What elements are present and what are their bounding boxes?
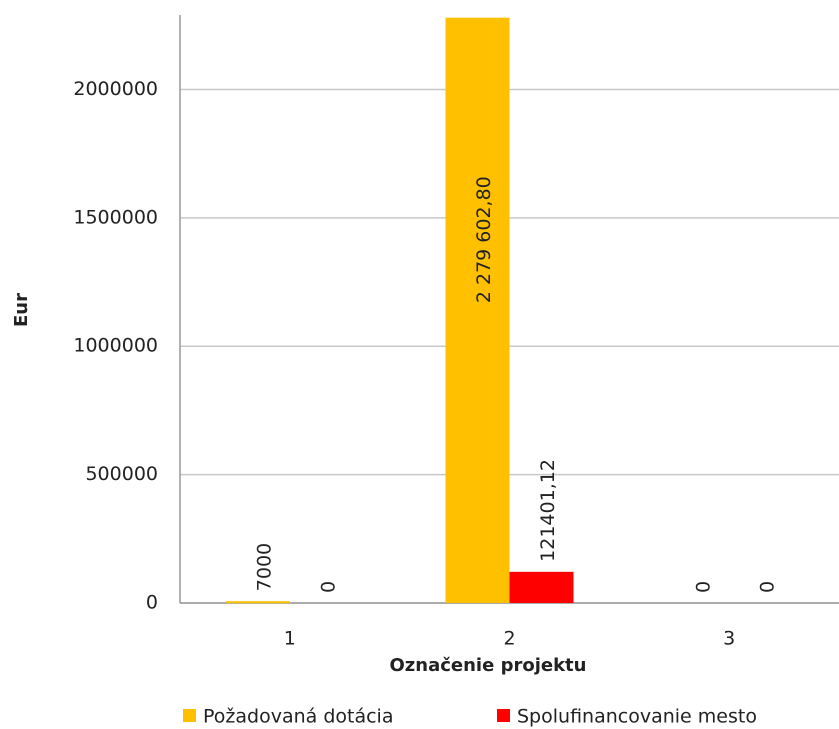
value-label: 2 279 602,80 [473, 176, 495, 303]
x-tick-label: 2 [503, 628, 515, 650]
bar [445, 17, 510, 603]
y-tick-label: 500000 [85, 463, 158, 485]
legend-label: Požadovaná dotácia [203, 706, 393, 728]
y-axis-title: Eur [11, 293, 32, 327]
bar [509, 571, 574, 603]
value-label: 7000 [253, 543, 275, 591]
value-label: 0 [693, 581, 715, 593]
legend-label: Spolufinancovanie mesto [517, 706, 757, 728]
y-tick-label: 2000000 [73, 78, 158, 100]
value-label: 121401,12 [537, 459, 559, 562]
y-tick-label: 1000000 [73, 335, 158, 357]
y-tick-label: 0 [146, 592, 158, 614]
legend-swatch [183, 709, 196, 722]
x-axis-title: Označenie projektu [390, 655, 587, 676]
x-tick-label: 3 [723, 628, 735, 650]
x-tick-label: 1 [284, 628, 296, 650]
bar [225, 601, 290, 604]
y-tick-label: 1500000 [73, 206, 158, 228]
legend-swatch [497, 709, 510, 722]
value-label: 0 [317, 581, 339, 593]
value-label: 0 [757, 581, 779, 593]
